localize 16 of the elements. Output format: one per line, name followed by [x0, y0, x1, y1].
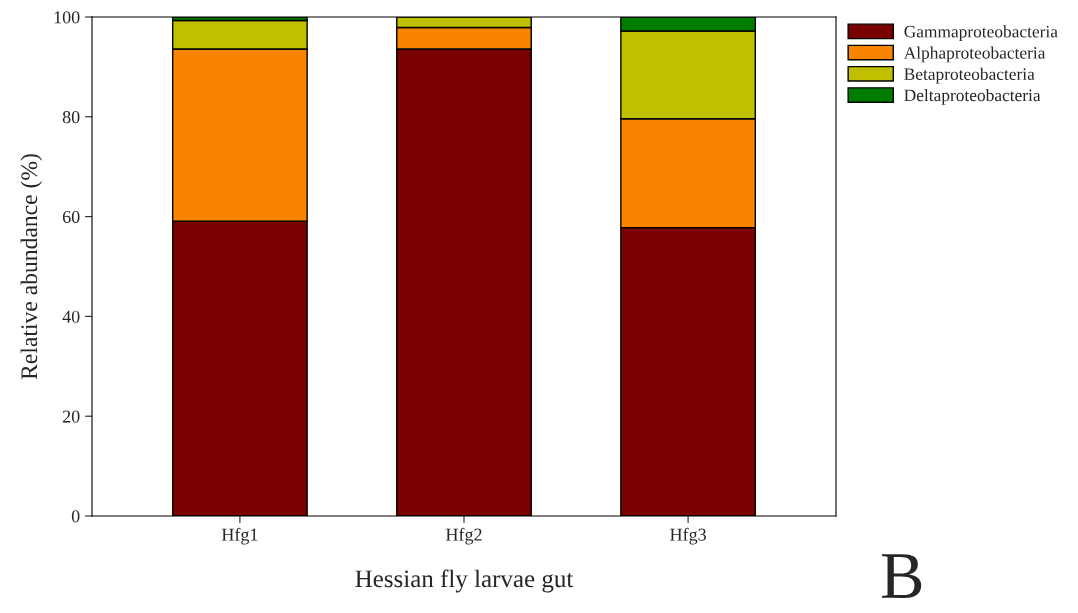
x-tick-label: Hfg2	[445, 527, 482, 545]
text: B	[881, 554, 922, 598]
x-axis-title: Hessian fly larvae gut	[355, 569, 574, 593]
y-tick-label: 60	[62, 210, 80, 224]
legend-label: Betaproteobacteria	[904, 67, 1035, 84]
y-tick-label: 40	[62, 310, 80, 323]
legend-label: Gammaproteobacteria	[904, 25, 1058, 42]
legend-label: Deltaproteobacteria	[904, 89, 1041, 105]
y-axis-title: Relative abundance (%)	[20, 154, 42, 380]
y-tick-label: 0	[71, 510, 80, 523]
y-tick-label: 80	[62, 111, 80, 124]
x-tick-label: Hfg3	[670, 527, 706, 545]
y-tick-label: 20	[62, 410, 80, 423]
x-tick-label: Hfg1	[221, 527, 258, 545]
y-tick-label: 100	[54, 11, 80, 24]
legend-label: Alphaproteobacteria	[903, 46, 1046, 63]
